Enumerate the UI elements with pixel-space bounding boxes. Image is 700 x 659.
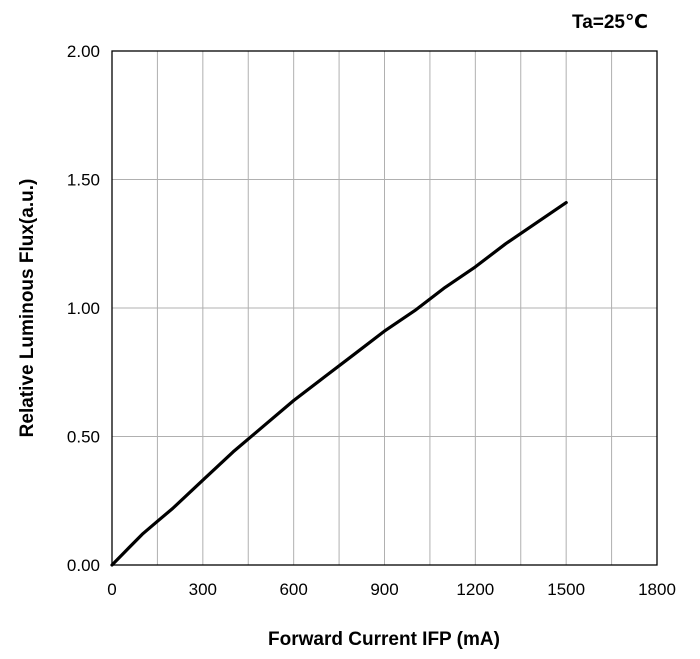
y-tick-label: 1.50 [67, 171, 100, 190]
x-tick-label: 300 [189, 580, 217, 599]
y-axis-title: Relative Luminous Flux(a.u.) [17, 179, 38, 438]
x-axis-title: Forward Current IFP (mA) [268, 629, 500, 650]
y-tick-label: 0.50 [67, 428, 100, 447]
x-tick-label: 1800 [638, 580, 676, 599]
temperature-annotation: Ta=25℃ [572, 12, 648, 33]
plot-area-frame [111, 50, 658, 566]
series-layer [110, 201, 568, 567]
y-axis-ticks: 0.00 0.50 1.00 1.50 2.00 [67, 42, 100, 575]
luminous-flux-series-line [110, 201, 568, 567]
y-tick-label: 1.00 [67, 299, 100, 318]
x-tick-label: 0 [107, 580, 116, 599]
y-tick-label: 2.00 [67, 42, 100, 61]
x-tick-label: 1500 [547, 580, 585, 599]
x-axis-ticks: 0 300 600 900 1200 1500 1800 [107, 580, 676, 599]
x-tick-label: 900 [370, 580, 398, 599]
x-tick-label: 600 [279, 580, 307, 599]
y-tick-label: 0.00 [67, 556, 100, 575]
grid-lines [112, 51, 657, 565]
x-tick-label: 1200 [456, 580, 494, 599]
